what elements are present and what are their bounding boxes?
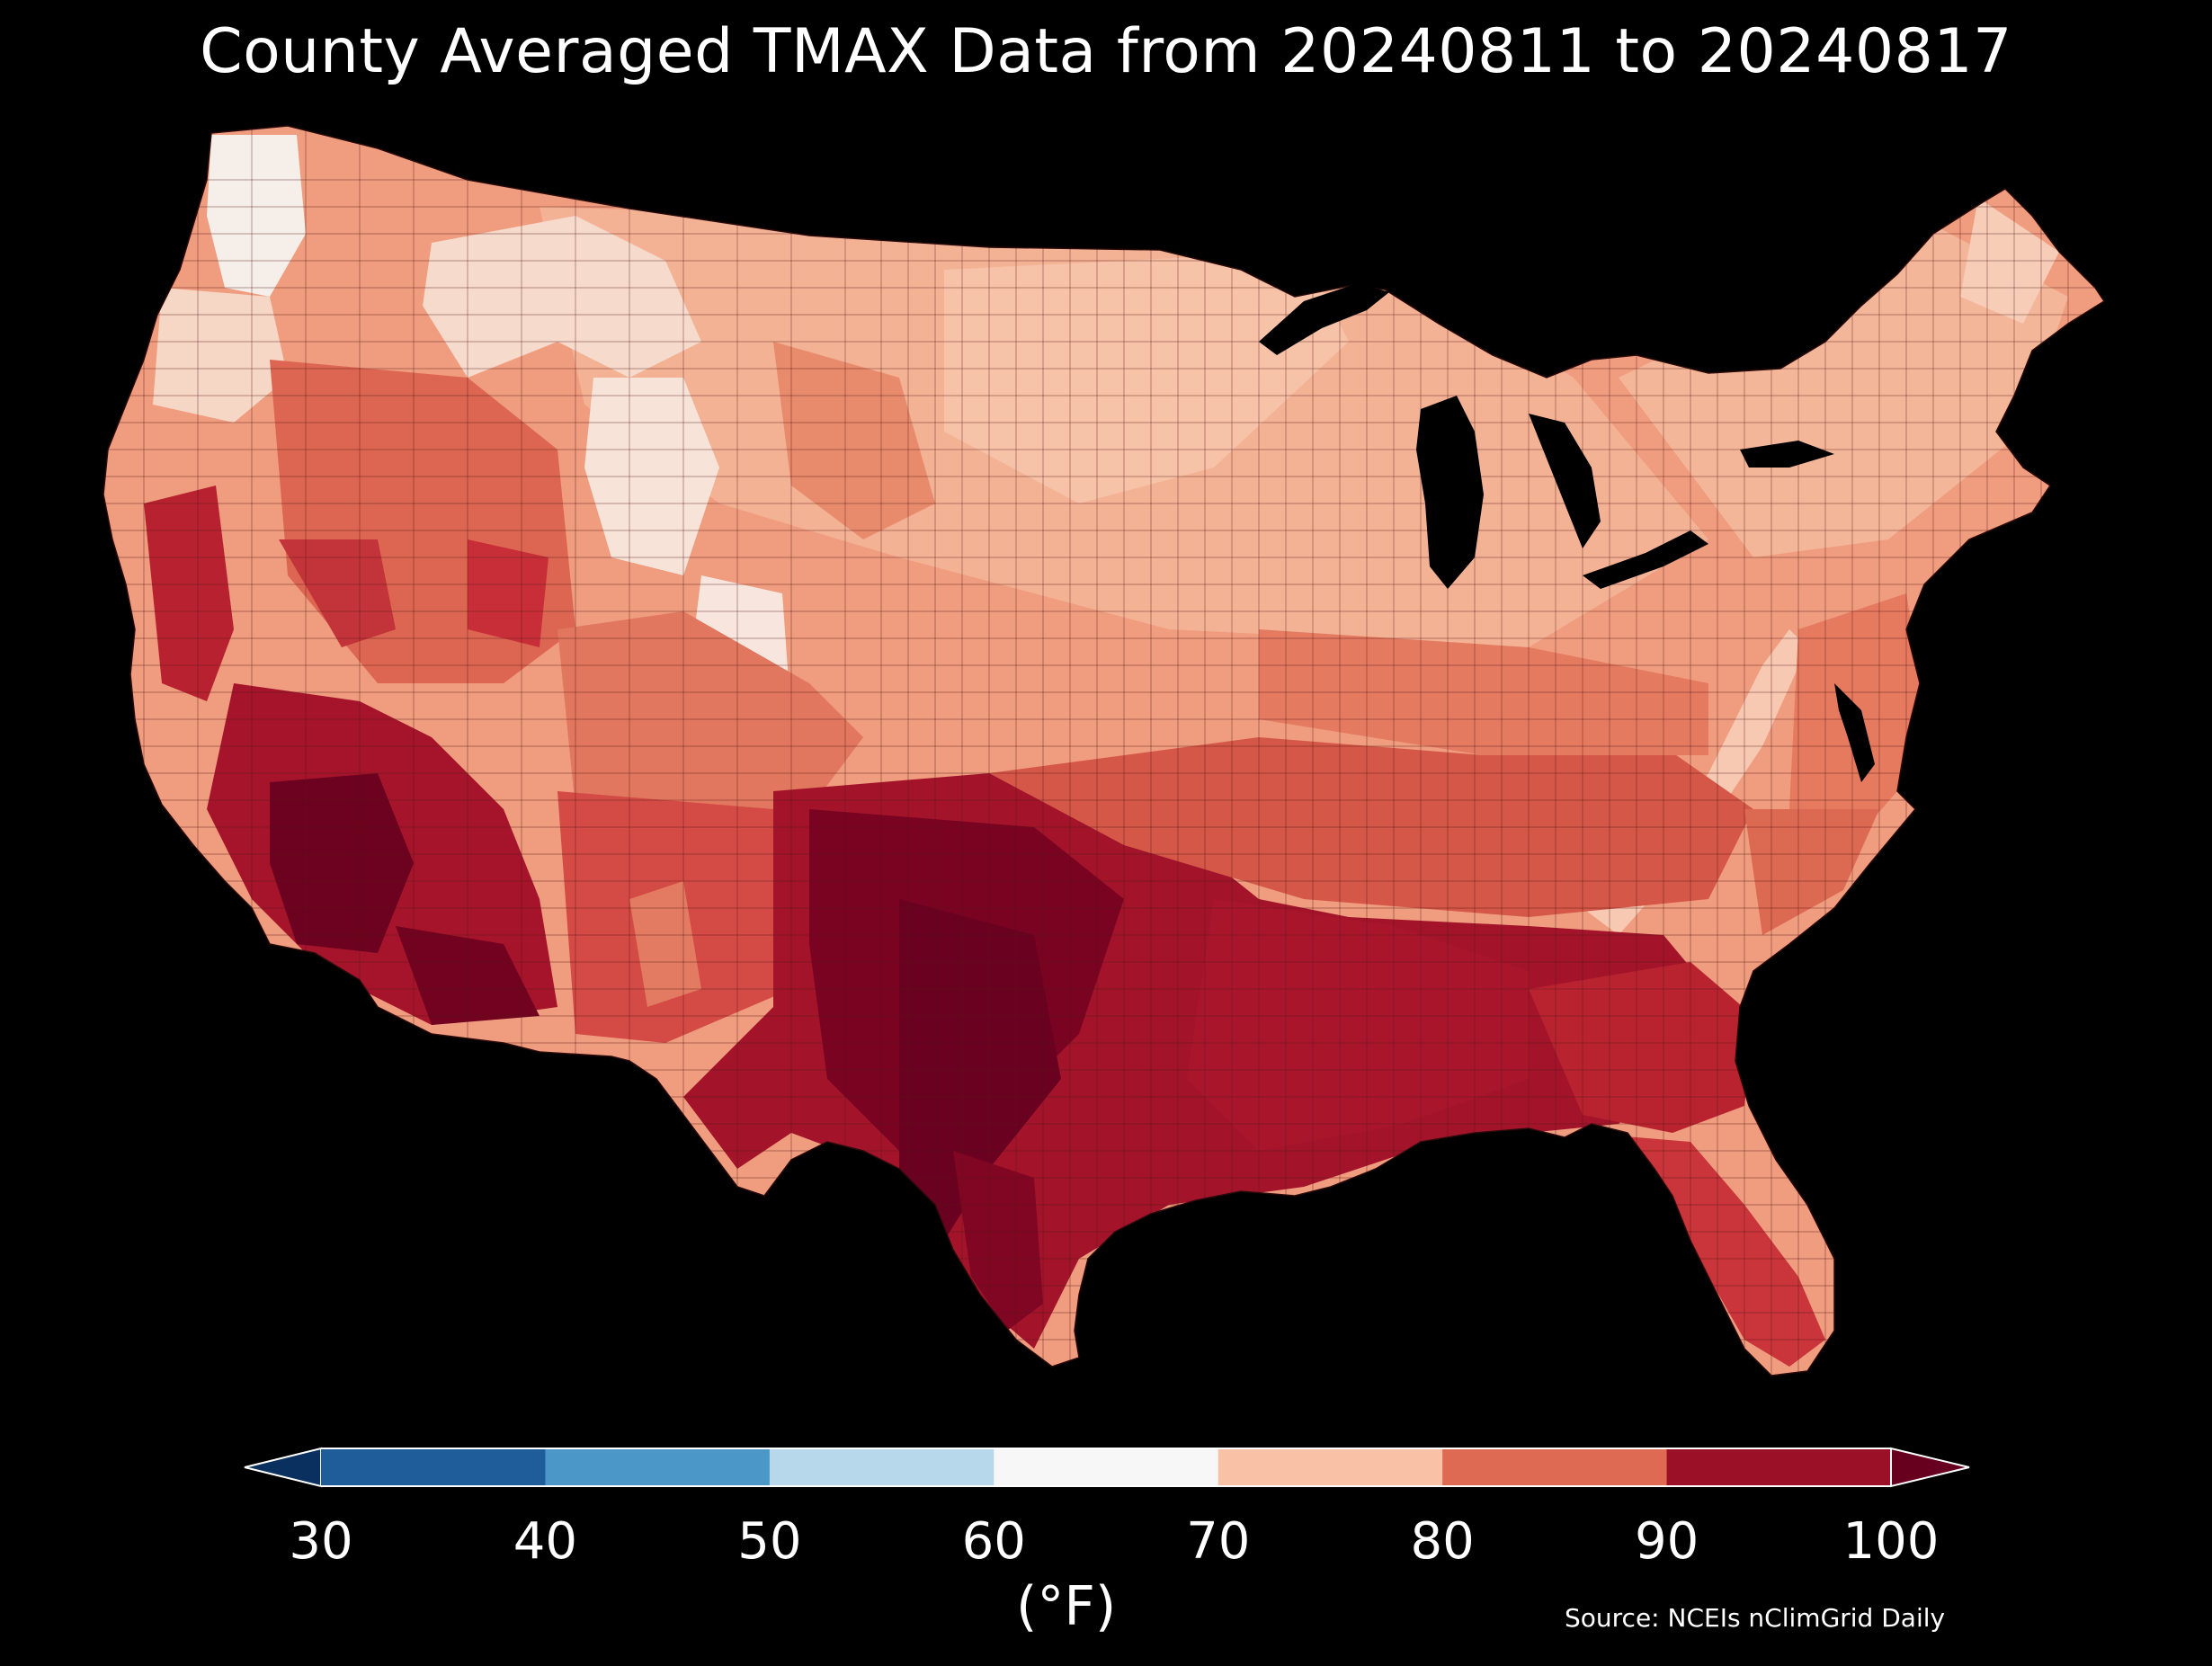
colorbar-tick-label: 30: [289, 1512, 352, 1571]
lake-michigan: [1416, 396, 1484, 589]
great-lakes: [1259, 283, 1875, 782]
colorbar-tick-label: 90: [1635, 1512, 1699, 1571]
lake-ontario: [1740, 441, 1834, 468]
colorbar-tick-label: 80: [1411, 1512, 1475, 1571]
chesapeake-bay: [1834, 683, 1875, 782]
source-credit: Source: NCEIs nClimGrid Daily: [1565, 1603, 1946, 1633]
colorbar-tick-label: 100: [1843, 1512, 1940, 1571]
colorbar-under-arrow: [244, 1447, 322, 1488]
colorbar-segments: [321, 1448, 1892, 1486]
colorbar-segment: [769, 1448, 995, 1486]
colorbar-tick-label: 50: [737, 1512, 801, 1571]
colorbar-tick-label: 60: [962, 1512, 1026, 1571]
colorbar-segment: [1217, 1448, 1443, 1486]
colorbar-tick-labels: 30 40 50 60 70 80 90 100: [289, 1512, 1939, 1571]
colorbar-over-arrow: [1890, 1447, 1970, 1488]
lake-superior: [1259, 283, 1389, 355]
colorbar-unit-label: (°F): [1016, 1575, 1117, 1638]
colorbar-tick-label: 70: [1186, 1512, 1250, 1571]
chart-title: County Averaged TMAX Data from 20240811 …: [200, 16, 2012, 87]
colorbar-segment: [1666, 1448, 1892, 1486]
colorbar-segment: [545, 1448, 771, 1486]
colorbar-segment: [321, 1448, 546, 1486]
colorbar-tick-label: 40: [513, 1512, 577, 1571]
colorbar-segment: [1442, 1448, 1668, 1486]
lake-erie: [1583, 530, 1708, 589]
lake-huron: [1529, 414, 1601, 548]
colorbar-segment: [994, 1448, 1219, 1486]
